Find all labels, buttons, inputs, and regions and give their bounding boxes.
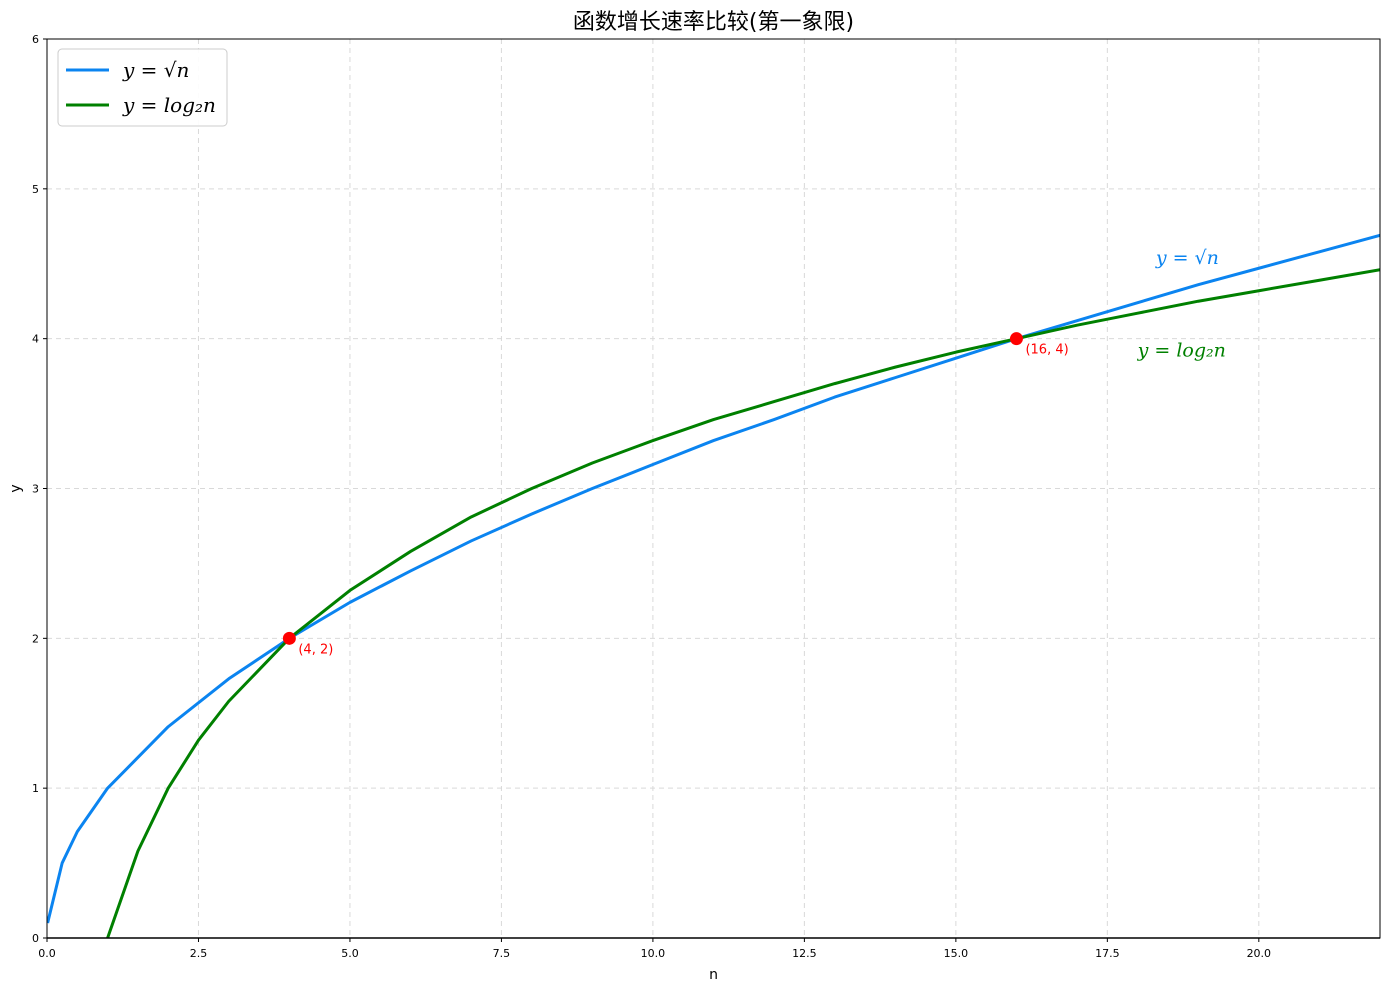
chart-title: 函数增长速率比较(第一象限) [573, 10, 854, 35]
x-tick-label: 20.0 [1247, 947, 1272, 960]
intersection-label: (16, 4) [1025, 343, 1068, 358]
sqrt-curve-label: y = √n [1155, 247, 1219, 269]
legend-entry-label: y = √n [122, 58, 189, 82]
x-tick-label: 5.0 [341, 947, 359, 960]
y-tick-label: 3 [32, 483, 39, 496]
x-tick-label: 10.0 [641, 947, 666, 960]
x-tick-label: 7.5 [493, 947, 511, 960]
series-group [47, 233, 1380, 938]
x-tick-label: 17.5 [1095, 947, 1120, 960]
legend: y = √n y = log₂n [57, 48, 228, 127]
log2-curve-label: y = log₂n [1137, 340, 1226, 362]
axes: 0.0 2.5 5.0 7.5 10.0 12.5 15.0 17.5 20.0 0 1 2 3 4 5 6 [32, 33, 1380, 960]
y-tick-label: 6 [32, 33, 39, 46]
intersection-point [1009, 332, 1023, 346]
legend-entry-label: y = log₂n [122, 93, 216, 117]
y-tick-label: 0 [32, 932, 39, 945]
grid-lines [47, 39, 1380, 938]
intersection-point [282, 631, 296, 645]
y-tick-label: 2 [32, 632, 39, 645]
x-axis-label: n [709, 967, 718, 983]
plot-area: (4, 2) (16, 4) y = √n y = log₂n [47, 233, 1380, 938]
y-axis-label: y [8, 484, 24, 492]
x-tick-label: 0.0 [38, 947, 56, 960]
x-tick-label: 2.5 [190, 947, 208, 960]
log2-curve [106, 268, 1380, 938]
y-tick-label: 5 [32, 183, 39, 196]
y-tick-label: 1 [32, 782, 39, 795]
legend-box [57, 48, 228, 127]
x-tick-label: 12.5 [792, 947, 817, 960]
sqrt-curve [47, 233, 1380, 924]
x-tick-label: 15.0 [944, 947, 969, 960]
intersection-label: (4, 2) [298, 642, 333, 657]
y-tick-label: 4 [32, 333, 39, 346]
